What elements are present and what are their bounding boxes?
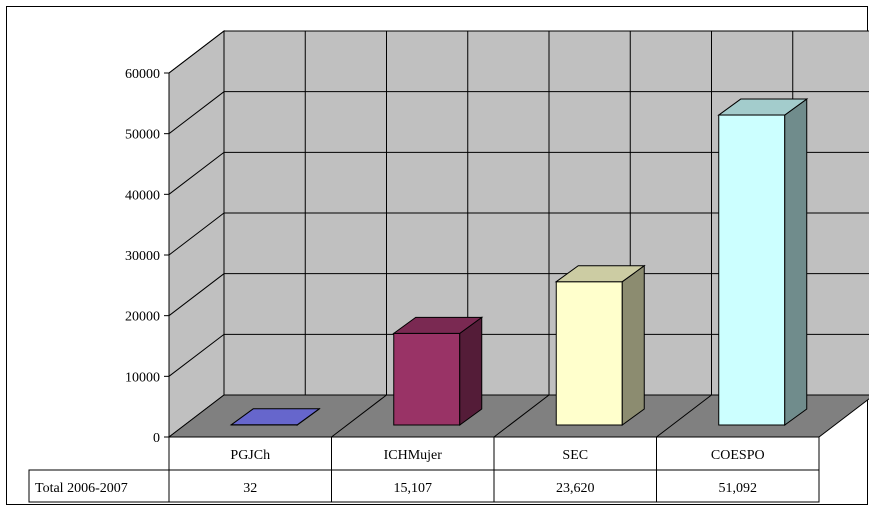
y-tick-label: 60000 bbox=[125, 67, 160, 82]
gridline-horizontal bbox=[168, 333, 874, 377]
y-tick-label: 0 bbox=[153, 431, 160, 446]
series-label: Total 2006-2007 bbox=[35, 481, 128, 496]
category-label: ICHMujer bbox=[384, 448, 443, 463]
bar-coespo-top bbox=[717, 98, 809, 116]
bar-pgjch-top bbox=[229, 408, 321, 426]
bar-ichmujer-side bbox=[459, 316, 483, 426]
y-tick-label: 30000 bbox=[125, 249, 160, 264]
bar-ichmujer-front bbox=[393, 332, 461, 426]
y-tick-label: 20000 bbox=[125, 310, 160, 325]
category-label: PGJCh bbox=[230, 448, 270, 463]
bar-sec-side bbox=[621, 264, 645, 426]
gridline-horizontal bbox=[168, 30, 874, 74]
chart-frame: 0 10000 20000 30000 40000 50000 60000 PGJCh 32 IC… bbox=[6, 6, 876, 505]
y-tick-label: 40000 bbox=[125, 188, 160, 203]
category-label: SEC bbox=[562, 448, 588, 463]
gridline-horizontal bbox=[168, 151, 874, 195]
gridline-horizontal bbox=[168, 273, 874, 317]
bar-sec-top bbox=[554, 265, 646, 283]
bar-ichmujer-top bbox=[392, 316, 484, 334]
category-label: COESPO bbox=[711, 448, 765, 463]
table-value: 23,620 bbox=[556, 481, 595, 496]
table-value: 32 bbox=[243, 481, 257, 496]
floor-divider bbox=[493, 394, 550, 438]
bar-coespo-side bbox=[784, 98, 808, 426]
gridline-horizontal bbox=[168, 212, 874, 256]
bar-chart: 0 10000 20000 30000 40000 50000 60000 PGJCh 32 IC… bbox=[28, 29, 876, 503]
y-tick-label: 50000 bbox=[125, 128, 160, 143]
table-value: 15,107 bbox=[394, 481, 433, 496]
bar-sec-front bbox=[555, 281, 623, 426]
y-tick-label: 10000 bbox=[125, 370, 160, 385]
table-value: 51,092 bbox=[719, 481, 758, 496]
floor-divider bbox=[656, 394, 712, 438]
floor-divider bbox=[331, 394, 387, 438]
gridline-horizontal bbox=[168, 91, 874, 135]
bar-coespo-front bbox=[718, 114, 786, 426]
